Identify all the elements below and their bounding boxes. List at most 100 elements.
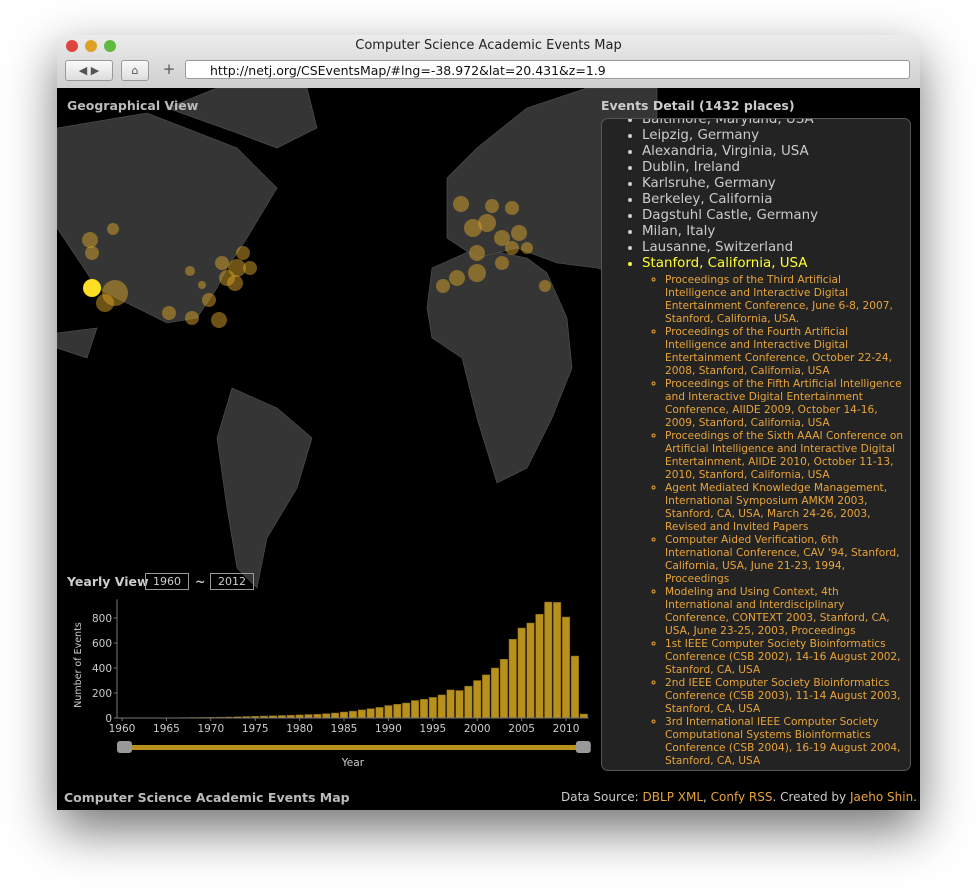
author-link[interactable]: Jaeho Shin — [849, 790, 914, 804]
histogram[interactable]: 0 200 400 600 800 Number of Events 1960 1965 197… — [57, 588, 597, 778]
y-tick-label: 400 — [92, 663, 112, 675]
bar — [366, 708, 375, 719]
event-item[interactable]: Proceedings of the Fourth Artificial Int… — [665, 326, 904, 378]
map-title: Geographical View — [67, 98, 199, 113]
event-item[interactable]: Proceedings of the Sixth AAAI Conference… — [665, 430, 904, 482]
place-item[interactable]: Leipzig, Germany — [642, 128, 904, 144]
y-tick-label: 600 — [92, 638, 112, 650]
bar — [437, 694, 446, 719]
x-tick-label: 1975 — [242, 723, 269, 735]
place-item[interactable]: Lausanne, Switzerland — [642, 240, 904, 256]
event-item[interactable]: 3rd International IEEE Computer Society … — [665, 716, 904, 768]
bar — [535, 614, 544, 719]
back-forward[interactable]: ◀ ▶ — [65, 60, 113, 81]
place-item[interactable]: Dublin, Ireland — [642, 160, 904, 176]
bar — [313, 714, 322, 719]
bar — [446, 689, 455, 719]
x-tick-label: 2010 — [553, 723, 580, 735]
bar — [331, 712, 340, 719]
confy-link[interactable]: Confy RSS — [710, 790, 773, 804]
x-tick-label: 1995 — [419, 723, 446, 735]
bar — [339, 711, 349, 719]
slider-track — [125, 745, 582, 750]
bar — [419, 699, 428, 719]
place-item[interactable]: Alexandria, Virginia, USA — [642, 144, 904, 160]
place-item[interactable]: Dagstuhl Castle, Germany — [642, 208, 904, 224]
place-name[interactable]: Karlsruhe, Germany — [642, 176, 776, 191]
place-item[interactable]: Milan, Italy — [642, 224, 904, 240]
place-name[interactable]: Alexandria, Virginia, USA — [642, 144, 809, 159]
year-separator: ~ — [195, 574, 206, 589]
dblp-link[interactable]: DBLP XML — [642, 790, 703, 804]
bar — [402, 702, 411, 719]
event-item[interactable]: 2nd IEEE Computer Society Bioinformatics… — [665, 677, 904, 716]
bar — [411, 700, 420, 719]
place-name[interactable]: Dublin, Ireland — [642, 160, 741, 175]
bar — [473, 680, 482, 719]
bar — [322, 713, 331, 719]
place-item[interactable]: Karlsruhe, Germany — [642, 176, 904, 192]
period: . — [913, 790, 917, 804]
new-tab[interactable]: + — [162, 60, 176, 78]
place-name[interactable]: Milan, Italy — [642, 224, 716, 239]
y-axis-label: Number of Events — [73, 622, 84, 708]
url-bar[interactable]: http://netj.org/CSEventsMap/#lng=-38.972… — [185, 60, 910, 79]
y-tick-label: 200 — [92, 688, 112, 700]
close-button[interactable] — [66, 40, 78, 52]
place-name[interactable]: Leipzig, Germany — [642, 128, 759, 143]
bar — [304, 714, 313, 719]
place-name[interactable]: Dagstuhl Castle, Germany — [642, 208, 818, 223]
event-item[interactable]: Proceedings of the Fifth Artificial Inte… — [665, 378, 904, 430]
event-item[interactable]: Computer Aided Verification, 6th Interna… — [665, 534, 904, 586]
browser-chrome: Computer Science Academic Events Map ◀ ▶… — [57, 35, 920, 89]
event-item[interactable]: 1st IEEE Computer Society Bioinformatics… — [665, 638, 904, 677]
y-tick-label: 800 — [92, 613, 112, 625]
bar — [455, 690, 464, 719]
minimize-button[interactable] — [85, 40, 97, 52]
place-name[interactable]: Berkeley, California — [642, 192, 773, 207]
detail-panel[interactable]: Baltimore, Maryland, USALeipzig, Germany… — [601, 118, 911, 771]
x-tick-label: 2005 — [508, 723, 535, 735]
event-item[interactable]: Proceedings of the Third Artificial Inte… — [665, 274, 904, 326]
x-axis-label: Year — [341, 757, 365, 769]
window-title: Computer Science Academic Events Map — [355, 38, 622, 53]
slider-handle[interactable] — [575, 741, 591, 753]
y-tick-label: 0 — [105, 713, 112, 725]
bar — [553, 602, 562, 719]
x-tick-label: 1965 — [153, 723, 180, 735]
bar — [579, 713, 588, 719]
slider-handle[interactable] — [117, 741, 132, 753]
footer-title: Computer Science Academic Events Map — [64, 790, 350, 805]
comma: , — [703, 790, 707, 804]
year-to[interactable]: 2012 — [210, 573, 254, 590]
zoom-button[interactable] — [104, 40, 116, 52]
browser-window: Computer Science Academic Events Map ◀ ▶… — [57, 35, 920, 810]
event-item[interactable]: Agent Mediated Knowledge Management, Int… — [665, 482, 904, 534]
place-name[interactable]: Baltimore, Maryland, USA — [642, 118, 814, 127]
place-item[interactable]: Stanford, California, USA Proceedings of … — [642, 256, 904, 768]
place-name[interactable]: Stanford, California, USA — [642, 256, 808, 271]
bar — [544, 601, 553, 719]
bar — [490, 667, 500, 719]
bar — [393, 704, 402, 719]
detail-title: Events Detail (1432 places) — [601, 98, 795, 113]
year-from[interactable]: 1960 — [145, 573, 189, 590]
footer-credits: Data Source: DBLP XML, Confy RSS. Create… — [561, 790, 917, 804]
bar — [375, 707, 384, 719]
x-tick-label: 1970 — [197, 723, 224, 735]
x-tick-label: 1985 — [331, 723, 358, 735]
home-button[interactable]: ⌂ — [121, 60, 149, 81]
place-name[interactable]: Lausanne, Switzerland — [642, 240, 794, 255]
bar — [482, 674, 491, 719]
event-list: Proceedings of the Third Artificial Inte… — [642, 274, 904, 768]
place-item[interactable]: Baltimore, Maryland, USA — [642, 118, 904, 128]
bar — [348, 710, 357, 719]
source-label: Data Source: — [560, 790, 639, 804]
event-item[interactable]: Modeling and Using Context, 4th Internat… — [665, 586, 904, 638]
bar — [562, 616, 571, 719]
place-item[interactable]: Berkeley, California — [642, 192, 904, 208]
world-map[interactable] — [57, 88, 920, 810]
bar — [570, 655, 579, 719]
place-list: Baltimore, Maryland, USALeipzig, Germany… — [602, 118, 904, 770]
